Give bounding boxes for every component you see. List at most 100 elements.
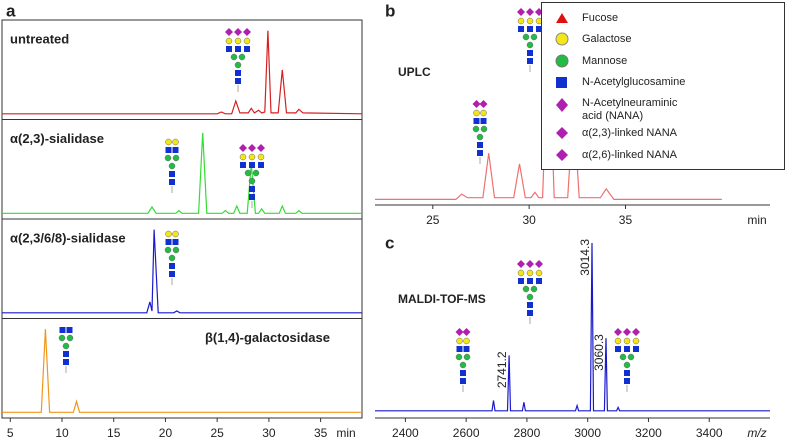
glcnac	[226, 46, 232, 52]
hexose	[165, 138, 172, 146]
x-tick-label: 5	[7, 426, 14, 440]
hexose	[248, 153, 256, 161]
hexose	[164, 154, 172, 162]
glycan-icon	[517, 260, 543, 324]
trace	[2, 132, 362, 214]
glycan-icon	[58, 327, 74, 373]
x-axis-label: m/z	[747, 426, 766, 440]
glcnac	[527, 278, 533, 284]
peak-label: 2741.2	[495, 351, 509, 388]
hexose	[623, 361, 631, 369]
mannose-symbol	[555, 54, 569, 68]
glcnac	[249, 186, 255, 192]
x-tick-label: 25	[210, 426, 224, 440]
hexose	[168, 162, 176, 170]
nana	[239, 144, 247, 152]
nana-symbol	[556, 98, 568, 112]
x-tick-label: 2800	[514, 426, 541, 440]
hexose	[239, 153, 247, 161]
nana	[526, 8, 534, 16]
hexose	[476, 133, 484, 141]
nana	[623, 328, 631, 336]
glcnac	[615, 346, 621, 352]
hexose	[243, 37, 251, 45]
nana	[526, 260, 534, 268]
hexose	[172, 246, 180, 254]
glcnac	[235, 78, 241, 84]
peak-label: 3014.3	[578, 239, 592, 276]
series-label: untreated	[10, 31, 69, 46]
glcnac	[63, 351, 69, 357]
hexose	[526, 293, 534, 301]
x-tick-label: 3000	[574, 426, 601, 440]
hexose	[165, 230, 172, 238]
glcnac	[169, 271, 175, 277]
legend-entry: Fucose	[582, 12, 619, 24]
glcnac	[624, 346, 630, 352]
legend-entry: α(2,3)-linked NANA	[582, 127, 677, 139]
hexose	[257, 153, 265, 161]
glcnac-symbol	[556, 77, 567, 88]
glcnac	[527, 58, 533, 64]
hexose	[66, 334, 74, 342]
hexose	[58, 334, 66, 342]
hexose	[623, 337, 631, 345]
glcnac	[536, 26, 542, 32]
glcnac	[624, 370, 630, 376]
glcnac	[249, 194, 255, 200]
hexose	[526, 269, 534, 277]
trace	[2, 30, 363, 115]
x-tick-label: 25	[426, 213, 440, 227]
legend-entry: Mannose	[582, 55, 628, 67]
legend-symbols	[555, 13, 569, 161]
glcnac	[169, 171, 175, 177]
hexose	[522, 33, 530, 41]
hexose	[62, 342, 70, 350]
series-label: α(2,3/6/8)-sialidase	[10, 230, 126, 245]
nana	[517, 8, 525, 16]
legend: Fucose Galactose Mannose N-Acetylglucosa…	[541, 2, 785, 170]
hexose	[526, 17, 534, 25]
glcnac	[456, 346, 463, 352]
hexose	[526, 41, 534, 49]
hexose	[614, 337, 622, 345]
hexose	[172, 154, 180, 162]
glcnac	[477, 150, 483, 156]
glcnac	[518, 26, 524, 32]
glcnac	[249, 162, 255, 168]
hexose	[535, 269, 543, 277]
x-tick-label: 35	[619, 213, 633, 227]
x-axis-label: min	[336, 426, 355, 440]
x-tick-label: 2600	[453, 426, 480, 440]
glcnac	[235, 70, 241, 76]
legend-entry: α(2,6)-linked NANA	[582, 149, 677, 161]
glcnac	[536, 278, 542, 284]
x-tick-label: 3400	[696, 426, 723, 440]
hexose	[632, 337, 640, 345]
glcnac	[460, 378, 466, 384]
glycan-icon	[225, 28, 251, 92]
hexose	[252, 169, 260, 177]
glcnac	[518, 278, 524, 284]
hexose	[248, 177, 256, 185]
glycan-icon	[239, 144, 265, 208]
x-tick-label: 30	[262, 426, 276, 440]
subpanel-frame	[1, 318, 363, 419]
panel-label: a	[6, 1, 16, 20]
glcnac	[624, 378, 630, 384]
x-tick-label: 3200	[635, 426, 662, 440]
hexose	[530, 33, 538, 41]
hexose	[238, 53, 246, 61]
x-tick-label: 20	[159, 426, 173, 440]
series-label: α(2,3)-sialidase	[10, 131, 104, 146]
glcnac	[63, 359, 69, 365]
hexose	[234, 37, 242, 45]
hexose	[472, 125, 480, 133]
glcnac	[527, 310, 533, 316]
hexose	[172, 138, 179, 146]
x-tick-label: 35	[314, 426, 328, 440]
nana	[248, 144, 256, 152]
nana	[472, 100, 481, 108]
nana	[225, 28, 233, 36]
